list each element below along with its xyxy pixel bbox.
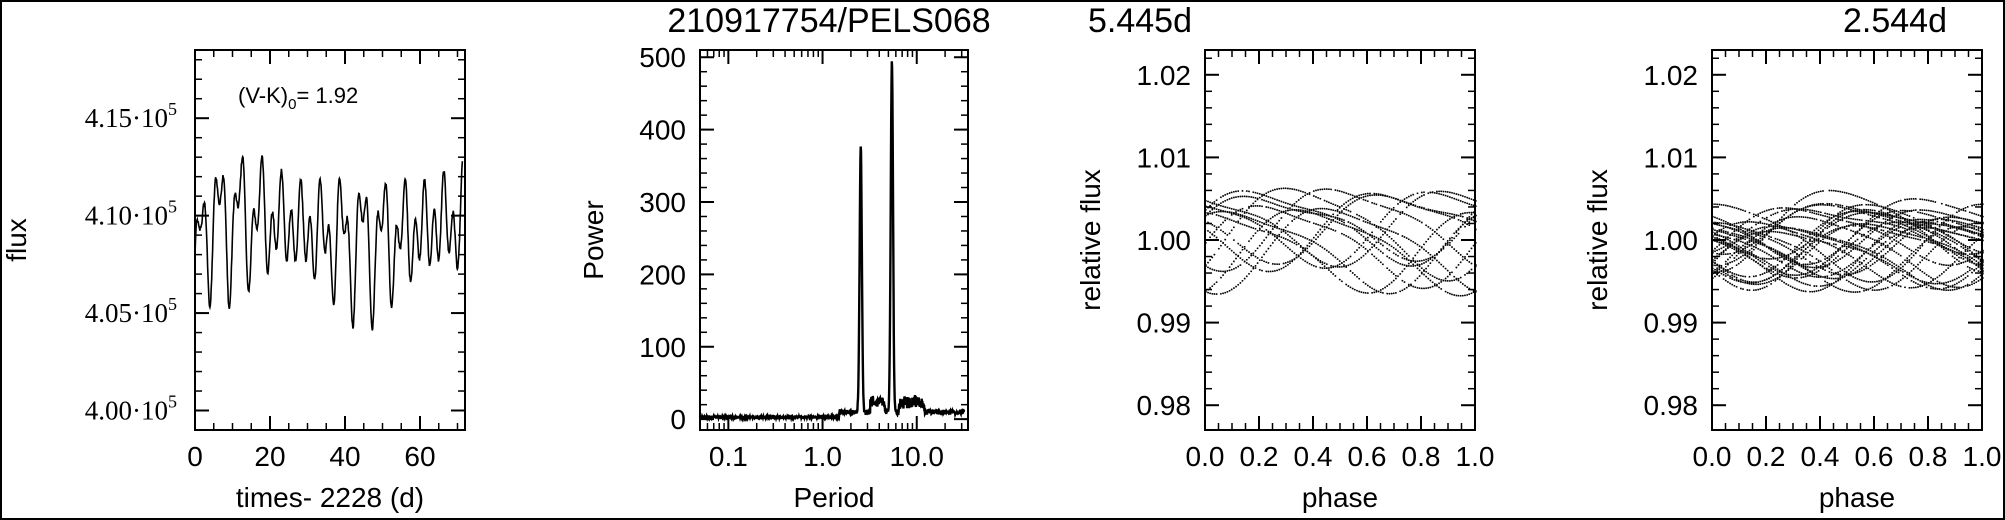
- plot-frame: [1204, 49, 1476, 431]
- annotation-color-index: (V-K)0= 1.92: [238, 83, 358, 113]
- x-tick-label: 40: [329, 441, 360, 472]
- y-tick-label: 500: [639, 42, 686, 73]
- x-tick-label: 20: [254, 441, 285, 472]
- x-tick-label: 1.0: [803, 441, 842, 472]
- x-tick-label: 0.6: [1348, 441, 1387, 472]
- y-axis-label: Power: [578, 200, 609, 279]
- x-tick-label: 1.0: [1963, 441, 2002, 472]
- x-tick-label: 0.1: [709, 441, 748, 472]
- x-tick-label: 0.8: [1909, 441, 1948, 472]
- x-tick-label: 0.6: [1855, 441, 1894, 472]
- chart-title: 2.544d: [1843, 2, 1947, 40]
- panel-light-curve: 0 20 40 604.00·1054.05·1054.10·1054.15·105 …: [1, 49, 466, 513]
- phase-cycle: [1207, 194, 1477, 266]
- plot-frame: [699, 49, 969, 431]
- y-tick-label: 1.02: [1137, 60, 1192, 91]
- x-tick-label: 60: [404, 441, 435, 472]
- panel-phase-2544: 2.544d 0.0 0.2 0.4 0.6 0.8 1.0 0.98 0.99 1.00 1.0…: [1582, 2, 2001, 513]
- x-tick-label: 0.0: [1186, 441, 1225, 472]
- y-tick-label: 4.10·105: [85, 197, 177, 231]
- x-tick-label: 0.2: [1747, 441, 1786, 472]
- x-tick-label: 0.4: [1801, 441, 1840, 472]
- y-axis-label: flux: [1, 218, 32, 262]
- y-tick-label: 1.01: [1137, 142, 1192, 173]
- y-tick-label: 100: [639, 332, 686, 363]
- y-tick-label: 300: [639, 187, 686, 218]
- y-tick-label: 1.02: [1644, 60, 1699, 91]
- panel-phase-5445: 5.445d 0.0 0.2 0.4 0.6 0.8 1.0 0.98 0.99 1.00 1.0…: [1075, 2, 1494, 513]
- panel-periodogram: 210917754/PELS068 0.1 1.0 10.0 0 100 200 300 40…: [578, 2, 991, 513]
- y-tick-label: 0.98: [1644, 390, 1699, 421]
- x-axis-label: phase: [1819, 482, 1895, 513]
- x-tick-label: 0.0: [1693, 441, 1732, 472]
- y-tick-label: 0.99: [1644, 308, 1699, 339]
- y-tick-label: 0.99: [1137, 308, 1192, 339]
- y-tick-label: 4.05·105: [85, 294, 177, 328]
- y-tick-label: 4.15·105: [85, 99, 177, 133]
- x-tick-label: 0.4: [1294, 441, 1333, 472]
- light-curve-line: [194, 154, 464, 331]
- y-tick-label: 400: [639, 115, 686, 146]
- plot-frame: [194, 49, 466, 431]
- x-tick-label: 10.0: [890, 441, 945, 472]
- y-axis-label: relative flux: [1582, 169, 1613, 311]
- y-axis-label: relative flux: [1075, 169, 1106, 311]
- y-tick-label: 1.01: [1644, 142, 1699, 173]
- plot-frame: [1711, 49, 1983, 431]
- x-tick-label: 0: [187, 441, 203, 472]
- x-tick-label: 1.0: [1456, 441, 1495, 472]
- x-axis-label: phase: [1302, 482, 1378, 513]
- x-axis-label: times- 2228 (d): [236, 482, 424, 513]
- chart-title: 5.445d: [1088, 2, 1192, 40]
- y-tick-label: 1.00: [1644, 225, 1699, 256]
- x-tick-label: 0.2: [1240, 441, 1279, 472]
- chart-title: 210917754/PELS068: [667, 2, 990, 40]
- y-tick-label: 200: [639, 259, 686, 290]
- y-tick-label: 4.00·105: [85, 392, 177, 426]
- x-axis-label: Period: [794, 482, 875, 513]
- periodogram-line: [698, 61, 966, 423]
- y-tick-label: 1.00: [1137, 225, 1192, 256]
- x-tick-label: 0.8: [1402, 441, 1441, 472]
- y-tick-label: 0.98: [1137, 390, 1192, 421]
- y-tick-label: 0: [670, 404, 686, 435]
